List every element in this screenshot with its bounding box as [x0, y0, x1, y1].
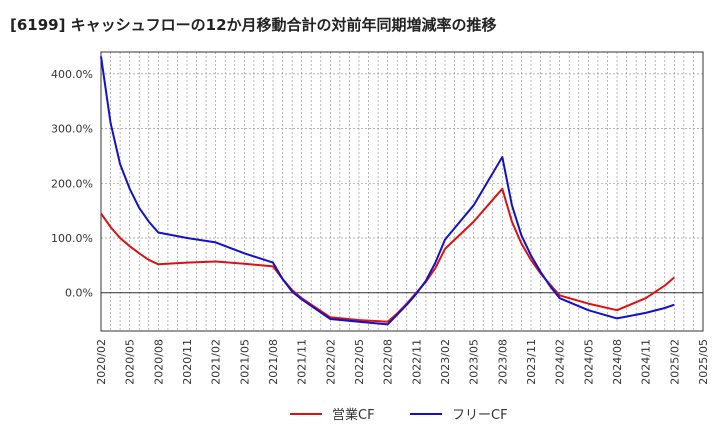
series-line-2	[100, 56, 675, 326]
x-tick-label: 2022/02	[324, 339, 337, 385]
x-tick-label: 2023/02	[439, 339, 452, 385]
chart-title: [6199] キャッシュフローの12か月移動合計の対前年同期増減率の推移	[10, 16, 497, 34]
x-tick-label: 2023/08	[496, 339, 509, 385]
x-tick-label: 2022/11	[410, 339, 423, 385]
plot-area	[101, 52, 703, 331]
y-tick-label: 400.0%	[51, 68, 93, 81]
x-tick-label: 2024/11	[640, 339, 653, 385]
plot-border	[100, 51, 704, 332]
y-tick-label: 100.0%	[51, 232, 93, 245]
x-tick-label: 2023/11	[525, 339, 538, 385]
x-tick-label: 2024/05	[582, 339, 595, 385]
x-tick-label: 2020/05	[124, 339, 137, 385]
legend-label-2: フリーCF	[452, 408, 508, 423]
x-tick-label: 2021/05	[238, 339, 251, 385]
x-tick-label: 2024/08	[611, 339, 624, 385]
x-tick-label: 2022/05	[353, 339, 366, 385]
x-tick-label: 2020/11	[181, 339, 194, 385]
x-tick-label: 2021/08	[267, 339, 280, 385]
x-tick-label: 2021/02	[210, 339, 223, 385]
x-tick-label: 2025/05	[697, 339, 710, 385]
y-tick-label: 200.0%	[51, 177, 93, 190]
x-tick-label: 2020/02	[95, 339, 108, 385]
y-tick-label: 300.0%	[51, 123, 93, 136]
x-tick-label: 2022/08	[382, 339, 395, 385]
x-tick-label: 2025/02	[668, 339, 681, 385]
x-tick-label: 2021/11	[296, 339, 309, 385]
x-tick-label: 2024/02	[554, 339, 567, 385]
x-tick-label: 2023/05	[468, 339, 481, 385]
x-tick-label: 2020/08	[152, 339, 165, 385]
legend-label-1: 営業CF	[332, 407, 375, 423]
y-tick-label: 0.0%	[65, 287, 93, 300]
